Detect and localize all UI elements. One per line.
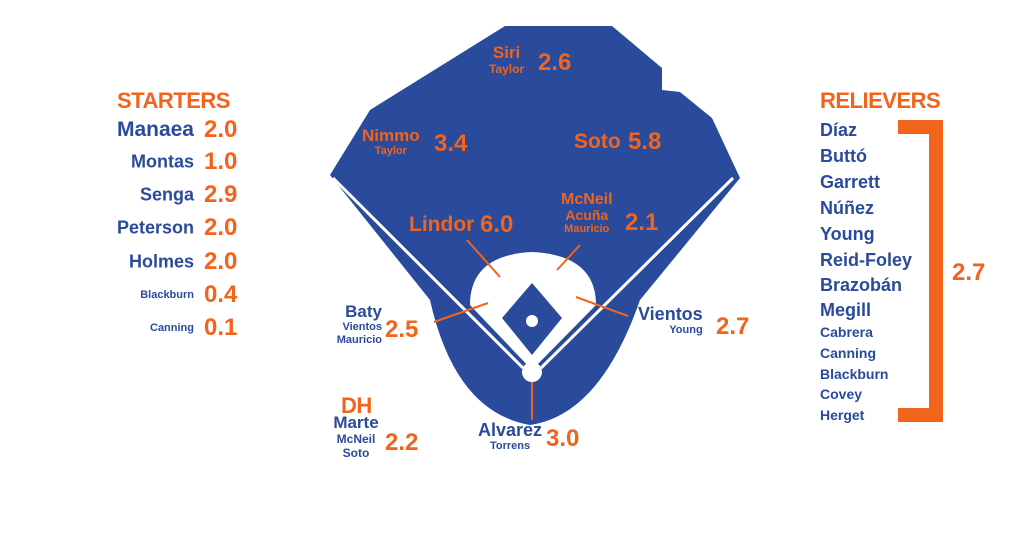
- second-backup1: Acuña: [565, 207, 609, 223]
- reliever-name: Blackburn: [820, 366, 889, 382]
- field-shape: [330, 26, 740, 425]
- starter-value: 0.4: [204, 281, 238, 308]
- lf-label: Nimmo Taylor: [362, 126, 420, 158]
- starter-row: Canning 0.1: [90, 313, 260, 343]
- starter-row: Senga 2.9: [90, 180, 260, 210]
- lf-value: 3.4: [434, 130, 468, 157]
- starter-row: Peterson 2.0: [90, 213, 260, 243]
- second-backup2: Mauricio: [564, 223, 610, 235]
- starter-name: Senga: [139, 184, 194, 205]
- reliever-name: Díaz: [820, 120, 858, 140]
- catcher-label: Alvarez Torrens: [478, 421, 542, 453]
- cf-backup: Taylor: [489, 62, 525, 76]
- third-backup2: Mauricio: [336, 334, 382, 346]
- starter-name: Holmes: [128, 251, 194, 272]
- catcher-backup: Torrens: [489, 440, 531, 452]
- lf-starter: Nimmo: [362, 126, 420, 145]
- first-pointer: [575, 296, 629, 317]
- starter-row: Manaea 2.0: [90, 115, 260, 145]
- first-value: 2.7: [716, 313, 750, 340]
- starter-value: 0.1: [204, 314, 238, 341]
- starter-row: Holmes 2.0: [90, 247, 260, 277]
- third-pointer: [433, 302, 489, 323]
- second-pointer: [556, 244, 581, 271]
- catcher-value: 3.0: [546, 425, 580, 452]
- second-value: 2.1: [625, 209, 659, 236]
- reliever-name: Cabrera: [820, 324, 873, 340]
- third-starter: Baty: [345, 302, 382, 321]
- dh-title: DH: [341, 393, 372, 418]
- starter-row: Blackburn 0.4: [90, 280, 260, 310]
- starter-name: Manaea: [116, 118, 194, 141]
- dh-starter: Marte: [333, 413, 379, 432]
- reliever-name: Megill: [820, 300, 872, 320]
- rf-value: 5.8: [628, 128, 662, 155]
- starters-title: STARTERS: [117, 88, 230, 113]
- starter-value: 2.0: [204, 248, 238, 275]
- ss-value: 6.0: [480, 211, 514, 238]
- first-backup: Young: [669, 324, 703, 336]
- relievers-bracket: [898, 120, 943, 422]
- second-starter: McNeil: [561, 191, 613, 208]
- starter-name: Peterson: [116, 217, 194, 238]
- starter-name: Montas: [131, 151, 194, 172]
- first-starter: Vientos: [638, 304, 703, 324]
- third-value: 2.5: [385, 316, 419, 343]
- starter-value: 2.0: [204, 116, 238, 143]
- ss-pointer: [466, 239, 501, 278]
- reliever-name: Covey: [820, 386, 863, 402]
- starter-name: Canning: [150, 322, 194, 334]
- third-backup1: Vientos: [342, 321, 382, 333]
- reliever-name: Brazobán: [820, 275, 903, 295]
- relievers-title: RELIEVERS: [820, 88, 941, 113]
- third-label: Baty Vientos Mauricio: [332, 303, 382, 347]
- first-label: Vientos Young: [638, 305, 703, 337]
- reliever-name: Canning: [820, 345, 876, 361]
- starter-value: 2.9: [204, 181, 238, 208]
- catcher-starter: Alvarez: [478, 420, 543, 440]
- second-label: McNeil Acuña Mauricio: [561, 191, 613, 236]
- reliever-name: Garrett: [820, 172, 881, 192]
- cf-starter: Siri: [492, 43, 521, 62]
- ss-starter: Lindor: [409, 213, 475, 236]
- starter-value: 2.0: [204, 214, 238, 241]
- starter-value: 1.0: [204, 148, 238, 175]
- lf-backup: Taylor: [374, 145, 407, 157]
- left-foul-line: [331, 176, 525, 370]
- reliever-name: Young: [820, 224, 875, 244]
- starter-row: Montas 1.0: [90, 147, 260, 177]
- dh-backup1: McNeil: [336, 432, 376, 446]
- relievers-value: 2.7: [952, 259, 986, 286]
- cf-label: Siri Taylor: [489, 43, 525, 77]
- reliever-name: Núñez: [820, 198, 874, 218]
- dh-value: 2.2: [385, 429, 419, 456]
- pitchers-mound: [526, 315, 538, 327]
- rf-starter: Soto: [574, 130, 621, 153]
- dh-backup2: Soto: [342, 446, 370, 460]
- starter-name: Blackburn: [140, 289, 194, 301]
- reliever-name: Buttó: [820, 146, 867, 166]
- reliever-name: Herget: [820, 407, 865, 423]
- reliever-name: Reid-Foley: [820, 250, 913, 270]
- home-plate-area: [522, 362, 542, 382]
- right-foul-line: [539, 176, 735, 370]
- dh-label: Marte McNeil Soto: [331, 413, 381, 461]
- cf-value: 2.6: [538, 49, 572, 76]
